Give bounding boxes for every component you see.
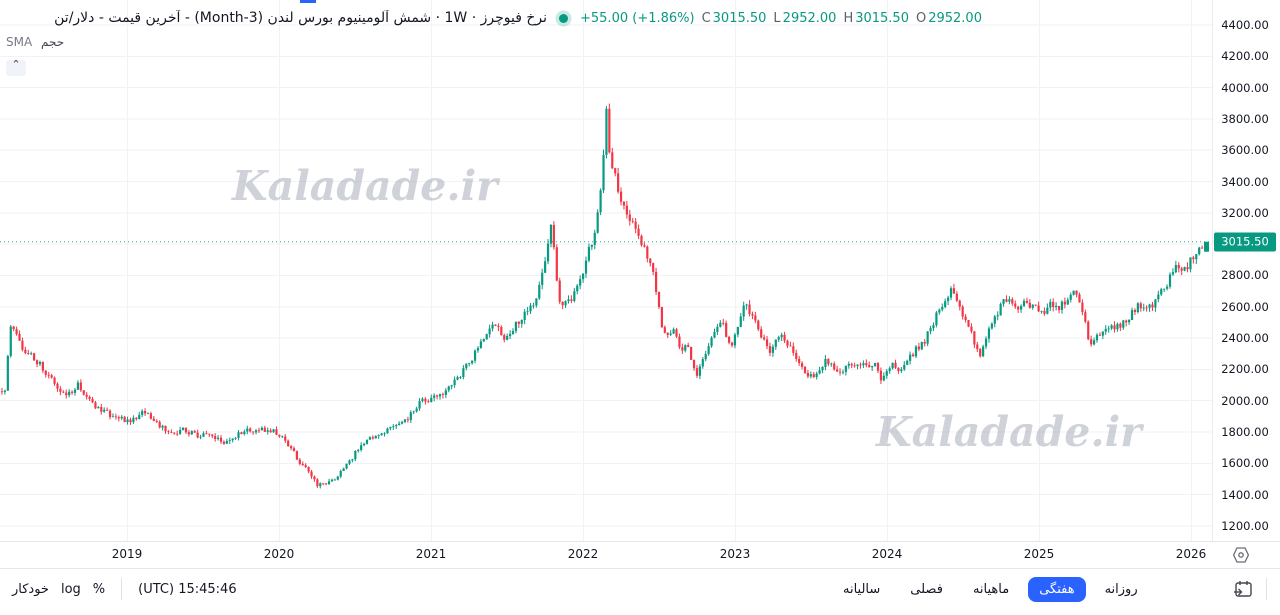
chart-pane[interactable]: Kaladade.ir Kaladade.ir نرخ فیوچرز · 1W …	[0, 0, 1212, 541]
price-axis[interactable]: 1200.00 1400.00 1600.00 1800.00 2000.00 2200.…	[1212, 0, 1280, 541]
ohlc-values: +55.00 (+1.86%) C 3015.50 L 2952.00 H 3015.…	[580, 11, 982, 26]
price-tick-label: 3600.00	[1221, 143, 1269, 158]
auto-scale-button[interactable]: خودکار	[12, 581, 49, 597]
price-tick-label: 2400.00	[1221, 331, 1269, 346]
tab-daily[interactable]: روزانه	[1104, 581, 1138, 597]
axis-settings-icon[interactable]	[1232, 546, 1250, 564]
low-value: 2952.00	[782, 10, 837, 26]
price-tick-label: 1200.00	[1221, 518, 1269, 533]
scale-controls: خودکار log % (UTC) 15:45:46	[12, 569, 237, 609]
price-tick-label: 2000.00	[1221, 393, 1269, 408]
high-label: H	[843, 10, 854, 26]
go-to-date-icon[interactable]	[1232, 578, 1254, 600]
price-tick-label: 2200.00	[1221, 362, 1269, 377]
price-tick-label: 2600.00	[1221, 299, 1269, 314]
open-label: O	[915, 10, 927, 26]
price-tick-label: 4000.00	[1221, 80, 1269, 95]
price-tick-label: 1400.00	[1221, 487, 1269, 502]
tab-weekly[interactable]: هفتگی	[1028, 576, 1086, 602]
interval-tabs: سالیانه فصلی ماهیانه هفتگی روزانه	[832, 569, 1149, 609]
top-edge-artifact	[300, 0, 316, 3]
log-scale-button[interactable]: log	[60, 581, 81, 597]
year-tick-label: 2024	[871, 547, 903, 561]
chevron-up-icon: ˆ	[12, 60, 20, 75]
price-tick-label: 3400.00	[1221, 174, 1269, 189]
divider	[1266, 578, 1267, 600]
low-label: L	[773, 10, 781, 26]
year-tick-label: 2021	[415, 547, 447, 561]
year-tick-label: 2022	[567, 547, 599, 561]
bottom-toolbar: خودکار log % (UTC) 15:45:46 سالیانه فصلی…	[0, 568, 1280, 615]
price-tick-label: 1800.00	[1221, 425, 1269, 440]
price-tick-label: 3800.00	[1221, 111, 1269, 126]
candlestick-chart[interactable]	[0, 0, 1212, 541]
price-tick-label: 4200.00	[1221, 49, 1269, 64]
year-tick-label: 2023	[719, 547, 751, 561]
volume-indicator-legend[interactable]: حجم SMA	[6, 35, 64, 49]
price-tick-label: 1600.00	[1221, 456, 1269, 471]
open-value: 2952.00	[928, 10, 982, 26]
year-tick-label: 2019	[111, 547, 143, 561]
close-label: C	[701, 10, 711, 26]
volume-label: حجم	[41, 35, 65, 49]
price-tick-label: 2800.00	[1221, 268, 1269, 283]
percent-scale-button[interactable]: %	[92, 581, 106, 597]
sma-label: SMA	[6, 35, 33, 49]
last-price-label: 3015.50	[1214, 232, 1276, 252]
close-value: 3015.50	[712, 10, 767, 26]
price-tick-label: 3200.00	[1221, 205, 1269, 220]
year-tick-label: 2025	[1023, 547, 1055, 561]
divider	[121, 578, 123, 600]
tab-monthly[interactable]: ماهیانه	[972, 581, 1010, 597]
market-status-dot-icon	[559, 13, 568, 23]
clock-utc[interactable]: (UTC) 15:45:46	[138, 581, 237, 597]
symbol-title[interactable]: نرخ فیوچرز · 1W · شمش آلومینیوم بورس لند…	[54, 10, 547, 26]
tab-quarterly[interactable]: فصلی	[910, 581, 943, 597]
high-value: 3015.50	[855, 10, 909, 26]
time-axis[interactable]: 2019 2020 2021 2022 2023 2024 2025 2026	[0, 541, 1280, 569]
collapse-pane-button[interactable]: ˆ	[6, 60, 26, 76]
legend: نرخ فیوچرز · 1W · شمش آلومینیوم بورس لند…	[6, 8, 982, 76]
price-tick-label: 4400.00	[1221, 18, 1269, 32]
year-tick-label: 2020	[263, 547, 295, 561]
tab-yearly[interactable]: سالیانه	[843, 581, 881, 597]
year-tick-label: 2026	[1175, 547, 1207, 561]
price-change: +55.00 (+1.86%)	[580, 10, 695, 26]
